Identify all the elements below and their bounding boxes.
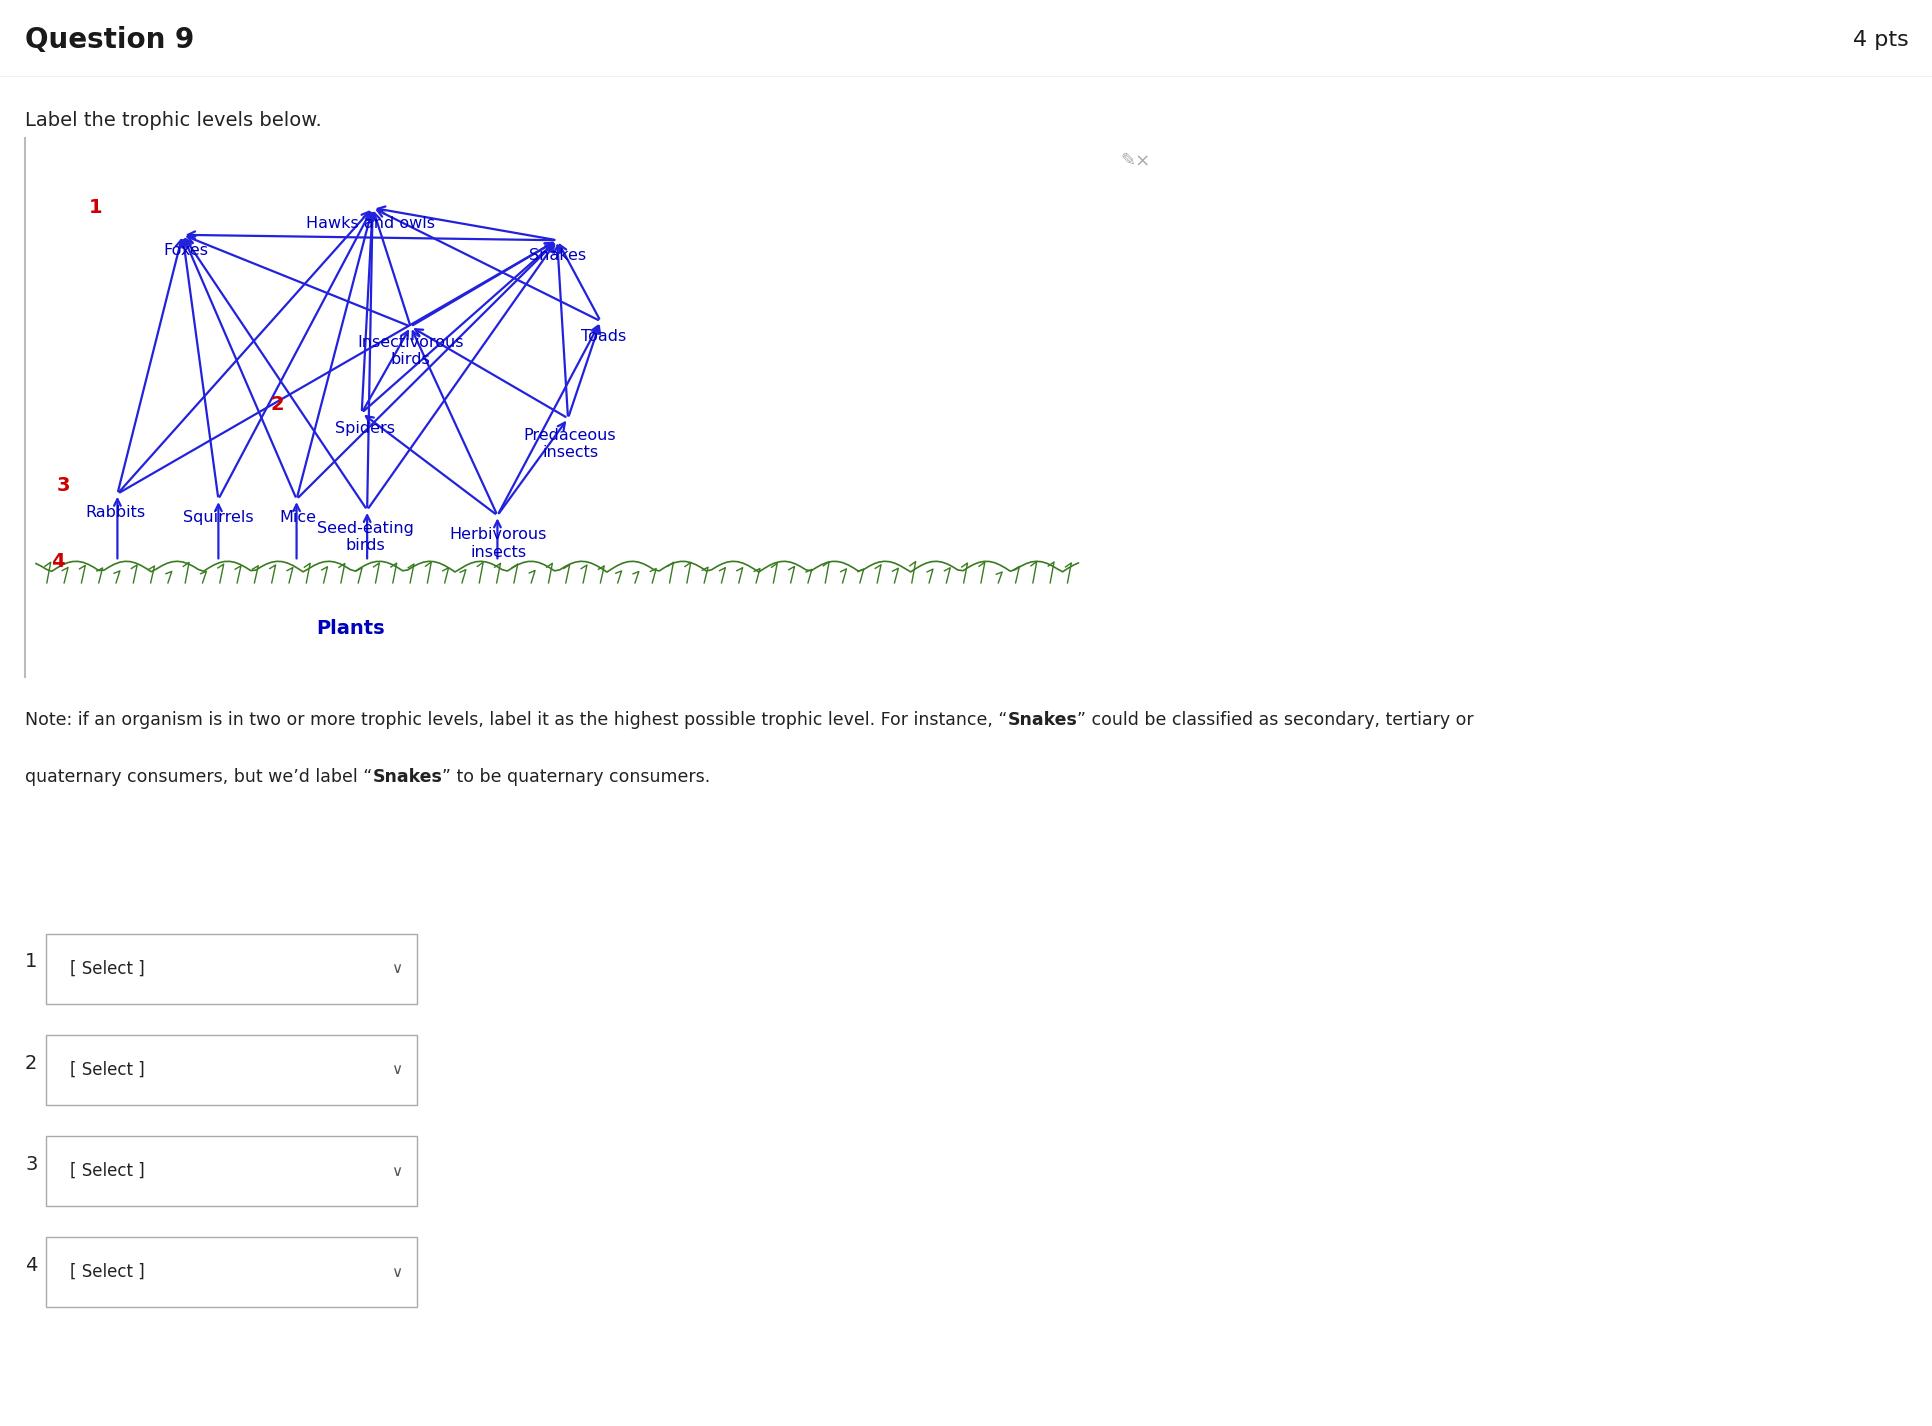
Text: 1: 1 (25, 953, 37, 971)
Text: Foxes: Foxes (164, 242, 209, 258)
Text: quaternary consumers, but we’d label “: quaternary consumers, but we’d label “ (25, 767, 373, 786)
Text: 4: 4 (50, 552, 64, 570)
Text: 3: 3 (56, 476, 70, 495)
Text: ∨: ∨ (390, 1164, 402, 1178)
Text: ” could be classified as secondary, tertiary or: ” could be classified as secondary, tert… (1078, 712, 1474, 729)
Text: Snakes: Snakes (529, 248, 585, 264)
Text: Plants: Plants (317, 619, 384, 639)
Text: Note: if an organism is in two or more trophic levels, label it as the highest p: Note: if an organism is in two or more t… (25, 712, 1007, 729)
Text: Herbivorous
insects: Herbivorous insects (450, 528, 547, 559)
Text: 2: 2 (25, 1054, 37, 1072)
Text: [ Select ]: [ Select ] (70, 1162, 145, 1181)
FancyBboxPatch shape (46, 934, 417, 1004)
Text: Rabbits: Rabbits (85, 505, 145, 519)
Text: Mice: Mice (278, 511, 317, 525)
Text: ” to be quaternary consumers.: ” to be quaternary consumers. (442, 767, 711, 786)
Text: Label the trophic levels below.: Label the trophic levels below. (25, 111, 323, 130)
Text: Question 9: Question 9 (25, 26, 195, 54)
Text: ∨: ∨ (390, 1062, 402, 1078)
FancyBboxPatch shape (46, 1137, 417, 1206)
Text: 3: 3 (25, 1155, 37, 1174)
Text: Predaceous
insects: Predaceous insects (524, 428, 616, 461)
Text: 2: 2 (270, 395, 284, 415)
Text: [ Select ]: [ Select ] (70, 960, 145, 978)
Text: Insectivorous
birds: Insectivorous birds (357, 335, 464, 366)
Text: Squirrels: Squirrels (184, 511, 253, 525)
Text: 4 pts: 4 pts (1853, 30, 1909, 50)
Text: [ Select ]: [ Select ] (70, 1061, 145, 1079)
Text: 1: 1 (89, 198, 102, 217)
Text: Toads: Toads (582, 329, 626, 344)
Text: Snakes: Snakes (1007, 712, 1078, 729)
FancyBboxPatch shape (46, 1035, 417, 1105)
FancyBboxPatch shape (46, 1238, 417, 1308)
Text: ∨: ∨ (390, 1265, 402, 1279)
Text: Spiders: Spiders (334, 421, 394, 436)
Text: Snakes: Snakes (373, 767, 442, 786)
Text: Hawks and owls: Hawks and owls (305, 215, 435, 231)
Text: Seed-eating
birds: Seed-eating birds (317, 520, 413, 553)
Text: ✎×: ✎× (1121, 151, 1151, 170)
Text: ∨: ∨ (390, 961, 402, 977)
Text: [ Select ]: [ Select ] (70, 1263, 145, 1281)
Text: 4: 4 (25, 1256, 37, 1275)
